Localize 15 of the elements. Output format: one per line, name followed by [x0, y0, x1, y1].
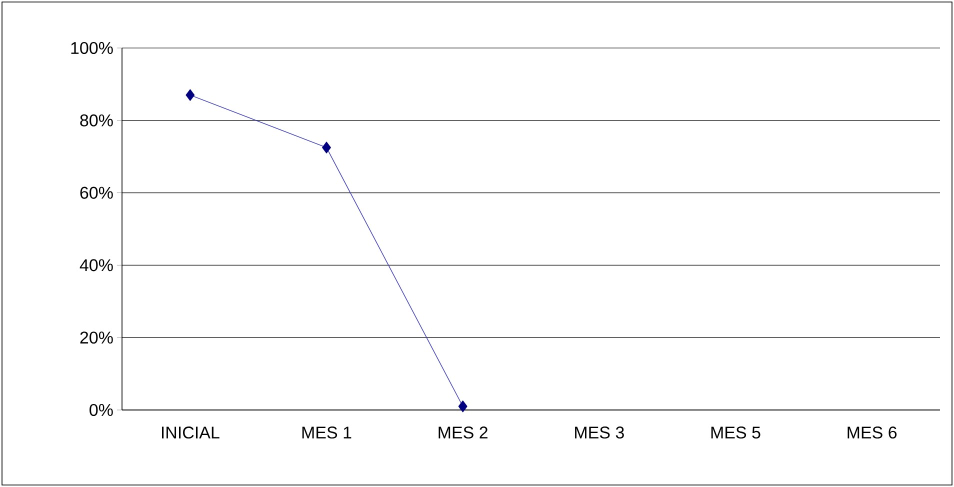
y-tick-label: 100% — [71, 42, 113, 54]
y-tick-label: 80% — [80, 114, 113, 126]
x-tick-label: MES 6 — [848, 426, 897, 439]
point — [322, 142, 331, 154]
point — [186, 89, 195, 101]
x-tick-label: MES 1 — [302, 426, 352, 439]
x-tick-label: INICIAL — [162, 426, 220, 439]
x-tick-label: MES 2 — [438, 426, 488, 439]
point — [458, 400, 468, 412]
y-tick-label: 60% — [80, 186, 113, 199]
y-tick-label: 40% — [80, 259, 113, 272]
y-tick-label: 0% — [90, 404, 113, 416]
x-tick-label: MES 5 — [711, 426, 760, 439]
x-tick-label: MES 3 — [575, 426, 624, 439]
y-tick-label: 20% — [80, 332, 113, 344]
